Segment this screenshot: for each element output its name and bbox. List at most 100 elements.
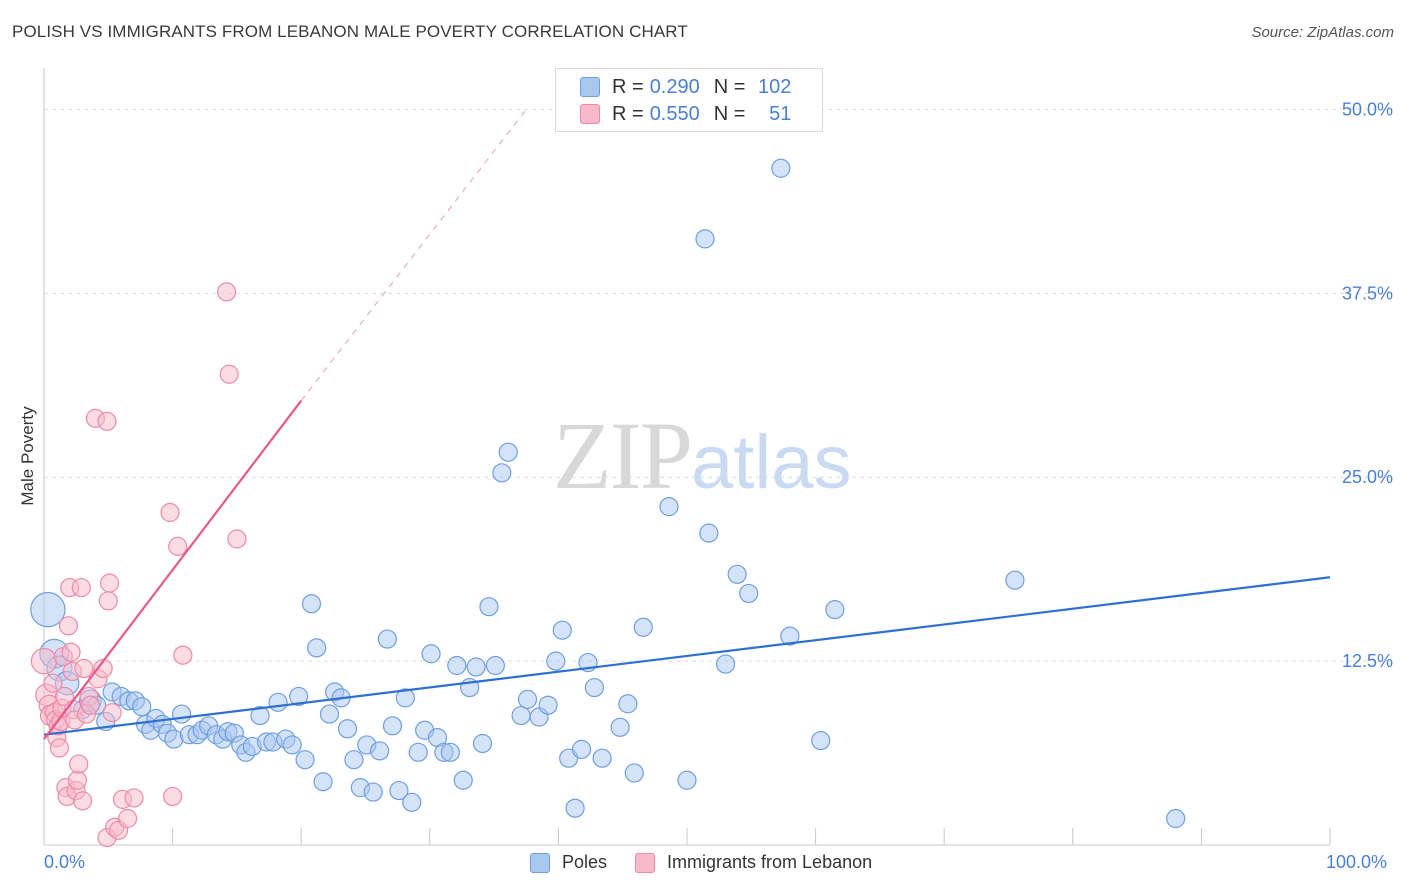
- x-tick-label-max: 100.0%: [1326, 852, 1388, 872]
- point-poles: [618, 694, 638, 714]
- point-lebanon: [124, 788, 144, 808]
- r-label: R =: [612, 102, 644, 125]
- y-tick-label: 50.0%: [1342, 99, 1393, 119]
- point-poles: [517, 689, 538, 709]
- x-tick-label-min: 0.0%: [44, 852, 86, 872]
- point-poles: [389, 780, 409, 801]
- n-value-poles: 102: [758, 75, 792, 98]
- point-lebanon: [227, 529, 247, 549]
- poles-swatch: [530, 852, 550, 873]
- point-lebanon: [61, 642, 81, 662]
- legend-row-lebanon: R = 0.550 N = 51: [580, 102, 791, 126]
- point-poles: [584, 677, 605, 698]
- point-poles: [677, 770, 697, 790]
- point-poles: [313, 772, 333, 792]
- r-value-lebanon: 0.550: [649, 102, 700, 125]
- point-lebanon: [173, 645, 193, 665]
- point-poles: [546, 651, 566, 671]
- point-poles: [447, 655, 467, 676]
- point-poles: [498, 442, 518, 462]
- r-value-poles: 0.290: [649, 75, 700, 98]
- point-poles: [363, 782, 383, 802]
- point-poles: [408, 742, 428, 762]
- point-poles: [402, 792, 422, 812]
- point-poles: [382, 716, 403, 736]
- legend-row-poles: R = 0.290 N = 102: [580, 75, 791, 99]
- n-label: N =: [713, 75, 746, 98]
- series-poles: [30, 158, 1186, 829]
- point-poles: [295, 750, 315, 770]
- trend-extension-lebanon: [300, 109, 527, 402]
- point-poles: [811, 730, 831, 751]
- point-poles: [538, 695, 558, 715]
- point-poles: [377, 629, 397, 649]
- source-credit: Source: ZipAtlas.com: [1251, 24, 1394, 41]
- point-poles: [825, 600, 845, 620]
- point-lebanon: [97, 411, 117, 431]
- point-poles: [727, 564, 747, 584]
- y-tick-labels: 12.5% 25.0% 37.5% 50.0%: [1342, 99, 1393, 671]
- point-poles: [610, 717, 630, 737]
- legend-item-lebanon[interactable]: Immigrants from Lebanon: [635, 852, 872, 873]
- point-lebanon: [219, 364, 239, 384]
- point-poles: [289, 686, 309, 707]
- point-poles: [780, 626, 800, 646]
- trend-line-poles: [43, 576, 1331, 736]
- y-tick-label: 37.5%: [1342, 283, 1393, 303]
- point-lebanon: [80, 695, 100, 715]
- point-poles: [624, 763, 644, 783]
- point-lebanon: [168, 536, 188, 556]
- lebanon-swatch: [580, 104, 600, 124]
- legend-label-poles: Poles: [562, 852, 608, 872]
- point-lebanon: [98, 591, 118, 611]
- point-lebanon: [54, 686, 75, 707]
- point-lebanon: [71, 577, 91, 598]
- point-poles: [268, 692, 288, 712]
- point-poles: [282, 735, 302, 755]
- point-poles: [511, 705, 531, 726]
- point-poles: [172, 704, 192, 724]
- point-poles: [1166, 808, 1186, 829]
- point-poles: [344, 750, 364, 770]
- point-lebanon: [30, 647, 58, 675]
- point-poles: [421, 644, 441, 664]
- point-poles: [695, 229, 715, 249]
- point-poles: [479, 597, 499, 617]
- point-lebanon: [58, 616, 79, 636]
- lebanon-swatch: [635, 852, 656, 873]
- legend-item-poles[interactable]: Poles: [530, 852, 607, 873]
- point-lebanon: [69, 754, 89, 774]
- point-poles: [337, 719, 358, 739]
- point-poles: [1005, 570, 1025, 590]
- series-lebanon: [30, 282, 247, 848]
- r-label: R =: [612, 75, 644, 98]
- point-poles: [699, 523, 719, 543]
- point-lebanon: [49, 738, 70, 758]
- point-poles: [250, 705, 270, 726]
- point-lebanon: [217, 282, 237, 302]
- y-tick-label: 25.0%: [1342, 467, 1393, 487]
- watermark-zip: ZIP: [553, 402, 693, 509]
- point-poles: [30, 591, 66, 628]
- point-poles: [659, 497, 679, 517]
- trend-line-lebanon: [43, 400, 303, 740]
- point-poles: [319, 704, 340, 724]
- y-tick-label: 12.5%: [1342, 651, 1393, 671]
- point-lebanon: [117, 808, 138, 829]
- point-poles: [440, 742, 460, 762]
- point-lebanon: [72, 791, 93, 811]
- point-lebanon: [99, 573, 120, 593]
- point-lebanon: [67, 770, 88, 790]
- point-poles: [395, 688, 415, 708]
- point-poles: [307, 638, 327, 658]
- y-axis-label: Male Poverty: [18, 406, 37, 506]
- point-poles: [370, 741, 390, 761]
- point-poles: [466, 657, 486, 677]
- point-lebanon: [160, 502, 180, 523]
- poles-swatch: [580, 77, 600, 97]
- chart-title: POLISH VS IMMIGRANTS FROM LEBANON MALE P…: [12, 22, 688, 41]
- point-lebanon: [43, 673, 63, 693]
- point-poles: [571, 739, 592, 759]
- grid-lines: [44, 108, 1392, 662]
